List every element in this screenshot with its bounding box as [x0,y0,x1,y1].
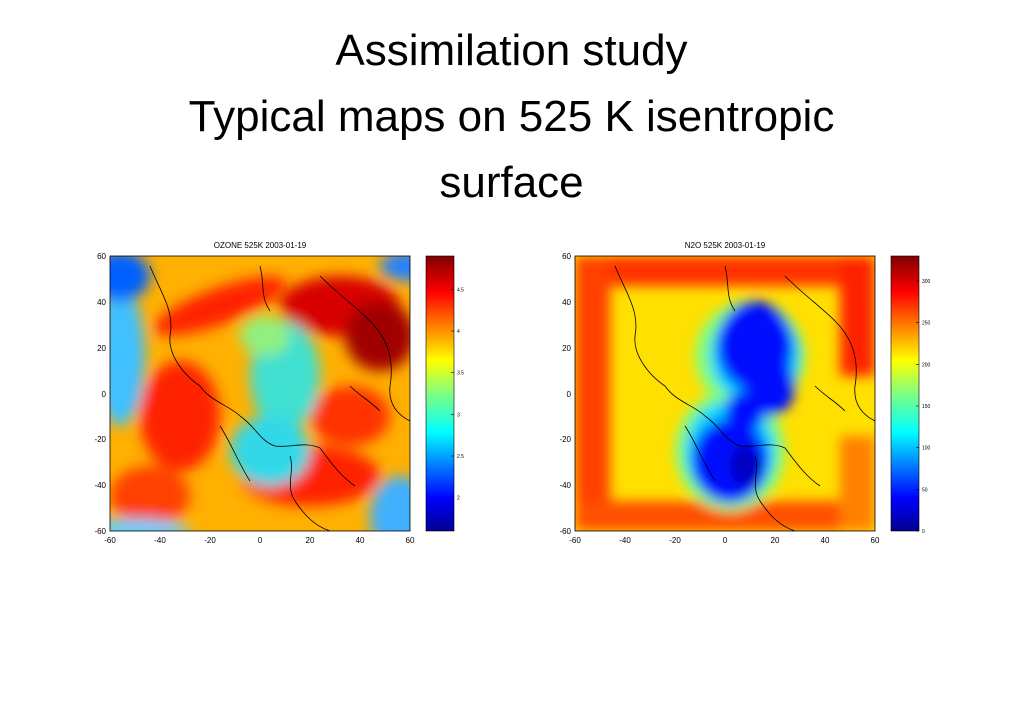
n2o-y-tick: -20 [559,435,571,444]
ozone-colorbar-tick-label: 3 [457,412,460,418]
n2o-x-tick: -20 [669,536,681,545]
title-line-1: Assimilation study [335,26,688,75]
ozone-plot-frame [109,255,411,532]
ozone-map-figure: OZONE 525K 2003-01-19 [94,241,464,545]
title-line-2: Typical maps on 525 K isentropic [188,92,835,141]
n2o-map-figure: N2O 525K 2003-01-19 [559,241,931,545]
ozone-x-tick: 20 [306,536,315,545]
ozone-field [110,256,410,531]
ozone-y-tick: -40 [94,481,106,490]
n2o-colorbar-tick-label: 300 [922,279,931,285]
n2o-x-tick: 20 [771,536,780,545]
ozone-y-tick: -20 [94,435,106,444]
title-line-3: surface [439,158,584,207]
n2o-coastlines [614,265,875,531]
ozone-coastlines [149,265,410,531]
n2o-x-tick: 60 [871,536,880,545]
n2o-colorbar-tick-label: 250 [922,321,931,327]
ozone-x-tick: 60 [406,536,415,545]
ozone-colorbar-tick-label: 2 [457,496,460,502]
slide-title: Assimilation study Typical maps on 525 K… [0,18,1023,216]
n2o-colorbar-tick-label: 0 [922,529,925,535]
n2o-colorbar-tick-label: 100 [922,446,931,452]
ozone-y-axis: 60 40 20 0 -20 -40 -60 [94,252,106,536]
n2o-colorbar-tick-label: 50 [922,487,928,493]
n2o-x-tick: -60 [569,536,581,545]
n2o-y-axis: 60 40 20 0 -20 -40 -60 [559,252,571,536]
n2o-y-tick: 20 [562,344,571,353]
n2o-x-tick: -40 [619,536,631,545]
ozone-x-tick: 0 [258,536,263,545]
n2o-x-axis: -60 -40 -20 0 20 40 60 [569,536,880,545]
n2o-colorbar-tick-label: 200 [922,362,931,368]
ozone-x-axis: -60 -40 -20 0 20 40 60 [104,536,415,545]
n2o-map-panel: N2O 525K 2003-01-19 [555,236,955,556]
ozone-colorbar-ticks: 4.5 4 3.5 3 2.5 2 [451,287,464,502]
ozone-colorbar-tick-label: 3.5 [457,371,464,377]
ozone-x-tick: -40 [154,536,166,545]
n2o-y-tick: 0 [567,390,572,399]
ozone-y-tick: 60 [97,252,106,261]
n2o-colorbar-tick-label: 150 [922,404,931,410]
n2o-x-tick: 40 [821,536,830,545]
n2o-colorbar [890,255,920,532]
ozone-x-tick: -20 [204,536,216,545]
n2o-x-tick: 0 [723,536,728,545]
n2o-y-tick: -60 [559,527,571,536]
ozone-map-panel: OZONE 525K 2003-01-19 [90,236,490,556]
ozone-y-tick: 20 [97,344,106,353]
ozone-y-tick: 0 [102,390,107,399]
n2o-y-tick: -40 [559,481,571,490]
ozone-colorbar-tick-label: 2.5 [457,454,464,460]
ozone-colorbar-tick-label: 4.5 [457,287,464,293]
n2o-colorbar-ticks: 300 250 200 150 100 50 0 [916,279,931,535]
n2o-map-title: N2O 525K 2003-01-19 [685,241,766,250]
ozone-map-title: OZONE 525K 2003-01-19 [214,241,307,250]
ozone-x-tick: -60 [104,536,116,545]
ozone-y-tick: -60 [94,527,106,536]
n2o-y-tick: 60 [562,252,571,261]
ozone-colorbar [425,255,455,532]
n2o-y-tick: 40 [562,298,571,307]
ozone-x-tick: 40 [356,536,365,545]
ozone-colorbar-tick-label: 4 [457,329,460,335]
ozone-y-tick: 40 [97,298,106,307]
n2o-field [575,256,875,531]
n2o-plot-frame [574,255,876,532]
